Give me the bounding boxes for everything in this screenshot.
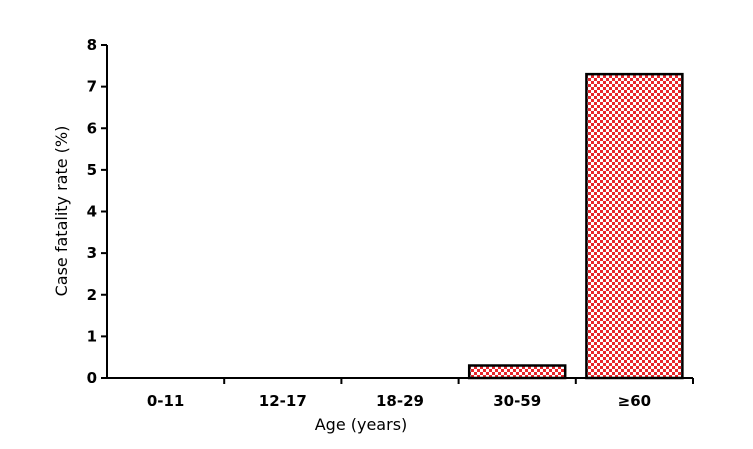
y-tick-label: 4 — [87, 203, 97, 221]
x-tick-label: 12-17 — [259, 392, 307, 410]
y-tick-label: 5 — [87, 161, 97, 179]
y-axis-title: Case fatality rate (%) — [52, 126, 71, 297]
x-ticks-group: 0-11 12-17 18-29 30-59 ≥60 — [147, 378, 694, 410]
x-axis-title: Age (years) — [315, 415, 408, 434]
bars-group — [467, 72, 684, 380]
y-tick-label: 6 — [87, 119, 97, 137]
y-tick-label: 8 — [87, 36, 97, 54]
x-tick-label: 0-11 — [147, 392, 185, 410]
y-tick-label: 3 — [87, 244, 97, 262]
y-tick-label: 2 — [87, 286, 97, 304]
x-tick-label: ≥60 — [618, 392, 651, 410]
y-tick-label: 0 — [87, 369, 97, 387]
y-ticks-group: 0 1 2 3 4 5 6 7 8 — [87, 36, 107, 387]
x-tick-label: 18-29 — [376, 392, 424, 410]
y-tick-label: 1 — [87, 327, 97, 345]
y-tick-label: 7 — [87, 78, 97, 96]
bar-3 — [467, 364, 567, 380]
bar-4 — [585, 72, 684, 380]
x-tick-label: 30-59 — [493, 392, 541, 410]
